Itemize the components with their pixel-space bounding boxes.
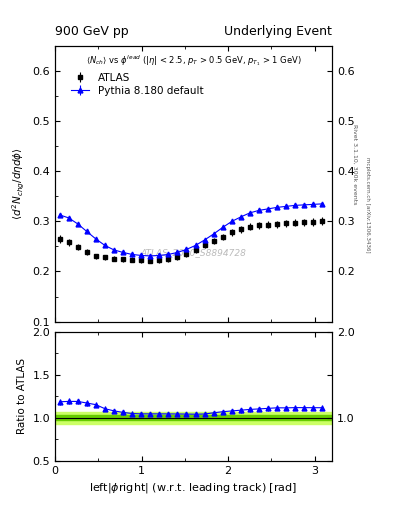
Text: ATLAS_2010_S8894728: ATLAS_2010_S8894728	[141, 248, 246, 257]
Y-axis label: $\langle d^2 N_{chg}/d\eta d\phi\rangle$: $\langle d^2 N_{chg}/d\eta d\phi\rangle$	[11, 147, 27, 220]
Y-axis label: Ratio to ATLAS: Ratio to ATLAS	[17, 358, 27, 434]
Text: $\langle N_{ch}\rangle$ vs $\phi^{lead}$ ($|\eta|$ < 2.5, $p_T$ > 0.5 GeV, $p_{T: $\langle N_{ch}\rangle$ vs $\phi^{lead}$…	[86, 53, 301, 68]
Bar	[55, 412, 332, 424]
Text: mcplots.cern.ch [arXiv:1306.3436]: mcplots.cern.ch [arXiv:1306.3436]	[365, 157, 371, 252]
Text: 900 GeV pp: 900 GeV pp	[55, 26, 129, 38]
Text: Underlying Event: Underlying Event	[224, 26, 332, 38]
Legend: ATLAS, Pythia 8.180 default: ATLAS, Pythia 8.180 default	[68, 71, 206, 98]
Text: Rivet 3.1.10, 300k events: Rivet 3.1.10, 300k events	[352, 123, 357, 204]
X-axis label: left$|\phi$right$|$ (w.r.t. leading track) [rad]: left$|\phi$right$|$ (w.r.t. leading trac…	[90, 481, 298, 495]
Bar	[55, 415, 332, 420]
